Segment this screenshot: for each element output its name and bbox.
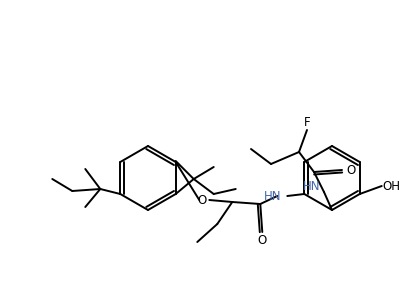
Text: O: O	[257, 234, 267, 247]
Text: O: O	[346, 164, 356, 177]
Text: O: O	[198, 194, 207, 206]
Text: HN: HN	[303, 181, 321, 194]
Text: F: F	[304, 115, 310, 128]
Text: OH: OH	[383, 179, 401, 192]
Text: HN: HN	[263, 190, 281, 202]
